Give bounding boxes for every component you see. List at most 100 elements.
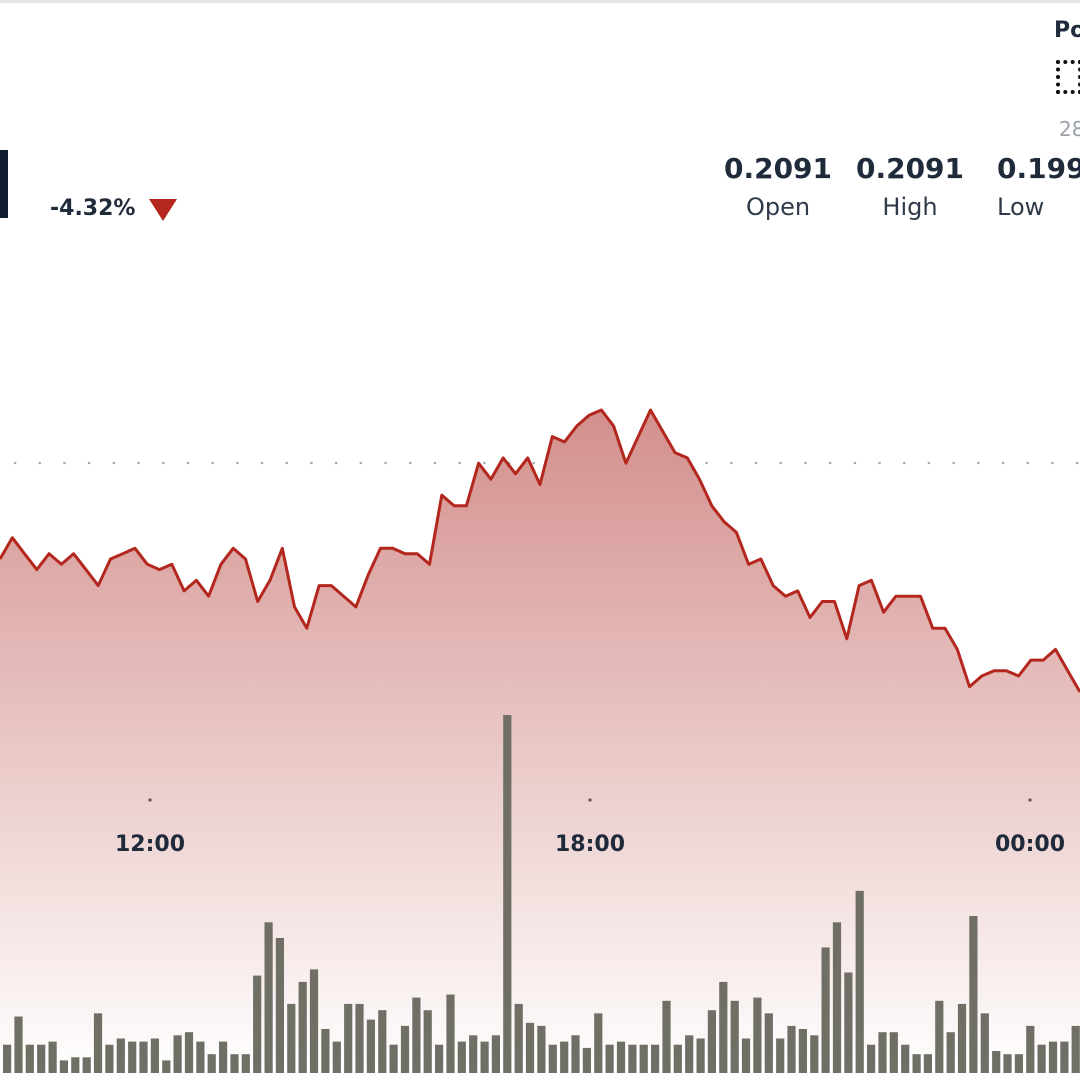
volume-bar (673, 1044, 682, 1073)
volume-bar (196, 1041, 205, 1073)
volume-bar (298, 981, 307, 1073)
volume-bar (560, 1041, 569, 1073)
dotted-square-icon[interactable] (1056, 60, 1080, 94)
volume-bar (219, 1041, 228, 1073)
corner-label[interactable]: Po (1054, 18, 1080, 43)
volume-bar (491, 1035, 500, 1073)
volume-bar (571, 1035, 580, 1073)
current-price-fragment (0, 150, 8, 218)
volume-bar (1003, 1054, 1012, 1073)
volume-bar (980, 1013, 989, 1073)
change-percent: -4.32% (50, 196, 136, 221)
tick-mark (1028, 798, 1032, 802)
volume-bar (787, 1025, 796, 1073)
volume-bar (173, 1035, 182, 1073)
volume-bar (366, 1019, 375, 1073)
volume-bar (321, 1029, 330, 1073)
corner-sub-text: 28 (1059, 117, 1080, 141)
volume-bar (810, 1035, 819, 1073)
volume-bar (889, 1032, 898, 1073)
volume-bar (912, 1054, 921, 1073)
volume-bar (412, 997, 421, 1073)
volume-bar (832, 922, 842, 1073)
volume-bar (935, 1000, 944, 1073)
open-label: Open (745, 193, 811, 221)
volume-bar (957, 1003, 967, 1073)
volume-bar (923, 1054, 932, 1073)
volume-bar (230, 1054, 239, 1073)
volume-bar (651, 1044, 660, 1073)
volume-bar (446, 994, 455, 1073)
volume-bar (264, 922, 273, 1073)
volume-bar (776, 1038, 785, 1073)
volume-bar (1014, 1054, 1023, 1073)
price-line (0, 408, 1080, 693)
volume-bar (992, 1051, 1001, 1073)
volume-bar (287, 1003, 296, 1073)
volume-bar (867, 1044, 876, 1073)
volume-bar (503, 715, 512, 1073)
volume-bar (389, 1044, 398, 1073)
volume-bar (59, 1060, 68, 1073)
volume-bar (105, 1044, 114, 1073)
volume-bar (253, 975, 262, 1073)
volume-bar (355, 1003, 364, 1073)
stat-open: 0.2091 Open (713, 152, 843, 221)
volume-bar (685, 1035, 694, 1073)
volume-bar (400, 1025, 410, 1073)
volume-bar (605, 1044, 614, 1073)
volume-bar (469, 1035, 478, 1073)
volume-bar (639, 1044, 648, 1073)
volume-bar (1048, 1041, 1058, 1073)
volume-bars (3, 715, 1080, 1073)
volume-bar (696, 1038, 705, 1073)
x-tick-label: 12:00 (115, 832, 185, 857)
high-value: 0.2091 (855, 152, 965, 185)
open-value: 0.2091 (723, 152, 833, 185)
volume-bar (764, 1013, 773, 1073)
low-label: Low (997, 193, 1045, 221)
volume-bar (128, 1041, 137, 1073)
tick-mark (588, 798, 592, 802)
volume-bar (1037, 1044, 1046, 1073)
volume-bar (207, 1054, 216, 1073)
price-area-fill (0, 410, 1080, 1075)
volume-bar (184, 1032, 194, 1073)
x-tick-label: 00:00 (995, 832, 1065, 857)
volume-bar (162, 1060, 171, 1073)
volume-bar (435, 1044, 444, 1073)
volume-bar (730, 1000, 739, 1073)
top-divider (0, 0, 1080, 3)
volume-bar (1071, 1025, 1080, 1073)
volume-bar (275, 938, 284, 1073)
volume-bar (48, 1041, 57, 1073)
volume-bar (741, 1038, 751, 1073)
volume-bar (1026, 1025, 1035, 1073)
volume-bar (37, 1044, 46, 1073)
triangle-down-icon (149, 198, 178, 221)
volume-bar (14, 1016, 23, 1073)
volume-bar (548, 1044, 557, 1073)
x-tick-label: 18:00 (555, 832, 625, 857)
tick-mark (148, 798, 152, 802)
volume-bar (969, 916, 978, 1073)
volume-bar (582, 1047, 591, 1073)
volume-bar (116, 1038, 125, 1073)
volume-bar (719, 981, 728, 1073)
volume-bar (821, 947, 830, 1073)
volume-bar (378, 1010, 387, 1073)
volume-bar (423, 1010, 432, 1073)
volume-bar (525, 1022, 535, 1073)
volume-bar (753, 997, 762, 1073)
volume-bar (71, 1057, 80, 1073)
volume-bar (457, 1041, 466, 1073)
volume-bar (707, 1010, 716, 1073)
volume-bar (309, 969, 319, 1073)
volume-bar (150, 1038, 159, 1073)
volume-bar (662, 1000, 671, 1073)
volume-bar (82, 1057, 91, 1073)
volume-bar (480, 1041, 489, 1073)
stat-high: 0.2091 High (845, 152, 975, 221)
price-change: -4.32% (50, 196, 178, 221)
